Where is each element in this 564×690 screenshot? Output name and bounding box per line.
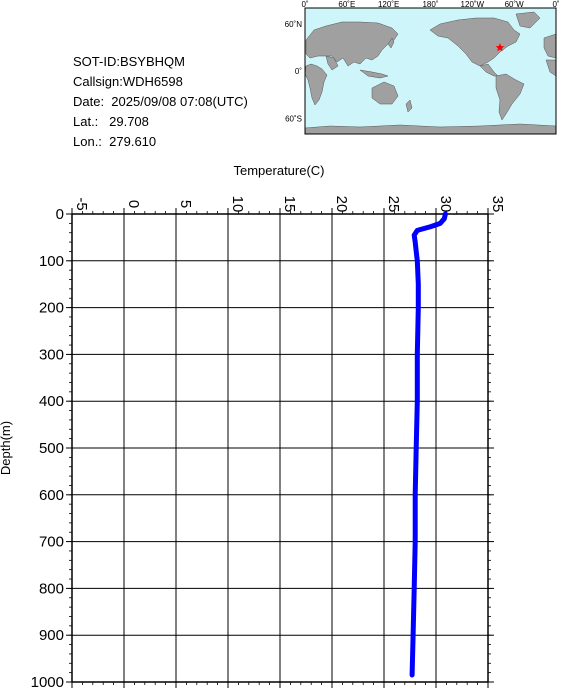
y-tick-label: 600 [39,487,64,504]
sot-id-text: SOT-ID:BSYBHQM [73,54,185,69]
y-tick-label: 1000 [31,674,64,690]
y-tick-label: 900 [39,627,64,644]
x-tick-labels: -5 0 5 10 15 20 25 30 35 [73,196,506,213]
land-australia [371,81,399,105]
map-longitude-label: 180˚ [422,0,438,9]
temperature-profile-line [409,211,448,678]
y-tick-labels: 0 100 200 300 400 500 600 700 800 900 1000 [31,206,64,690]
x-tick-label: -5 [73,197,90,210]
y-tick-label: 200 [39,300,64,317]
y-tick-label: 800 [39,580,64,597]
map-latitude-label: 0˚ [295,67,302,76]
map-longitude-labels: 0˚ 60˚E 120˚E 180˚ 120˚W 60˚W 0˚ [301,0,559,9]
land-south-america [495,73,525,121]
plot-frame [71,213,489,683]
map-latitude-labels: 60˚N 0˚ 60˚S [285,20,303,124]
map-border [304,7,557,135]
y-tick-label: 400 [39,393,64,410]
float-location-marker [495,43,505,52]
land-new-zealand [405,99,413,113]
x-tick-label: 5 [177,200,194,208]
land-europe-west [543,33,557,59]
longitude-text: Lon.: 279.610 [73,134,157,149]
location-star-icon [495,43,505,52]
land-africa [304,63,328,106]
map-longitude-label: 0˚ [301,0,308,9]
x-tick-label: 10 [229,196,246,213]
land-arabia [325,55,339,71]
map-longitude-label: 60˚E [338,0,355,9]
map-longitude-label: 120˚W [461,0,485,9]
x-tick-label: 0 [125,200,142,208]
y-tick-label: 100 [39,253,64,270]
land-japan [387,37,395,49]
date-text: Date: 2025/09/08 07:08(UTC) [73,94,248,109]
map-latitude-label: 60˚N [285,20,303,29]
world-map: 0˚ 60˚E 120˚E 180˚ 120˚W 60˚W 0˚ 60˚N 0˚ 60˚S [285,0,560,135]
chart-grid [72,214,488,682]
y-tick-label: 300 [39,346,64,363]
land-north-america [429,17,521,67]
y-axis-title: Depth(m) [0,421,13,475]
y-tick-label: 500 [39,440,64,457]
x-tick-label: 25 [385,196,402,213]
x-tick-label: 15 [281,196,298,213]
map-longitude-label: 120˚E [378,0,399,9]
map-latitude-label: 60˚S [285,114,302,123]
callsign-text: Callsign:WDH6598 [73,74,183,89]
x-tick-label: 35 [489,196,506,213]
land-greenland [515,11,541,29]
latitude-text: Lat.: 29.708 [73,114,149,129]
x-tick-label: 30 [437,196,454,213]
y-tick-label: 0 [56,206,64,223]
y-tick-label: 700 [39,534,64,551]
map-longitude-label: 0˚ [552,0,559,9]
temperature-depth-chart: -5 0 5 10 15 20 25 30 35 0 100 200 300 400 500 600 700 8… [0,163,506,690]
float-info-panel: SOT-ID:BSYBHQM Callsign:WDH6598 Date: 20… [73,52,248,152]
land-indonesia [359,69,389,79]
map-longitude-label: 60˚W [505,0,525,9]
x-axis-title: Temperature(C) [233,163,324,178]
x-tick-label: 20 [333,196,350,213]
chart-major-ticks [66,208,494,688]
map-land [304,11,557,135]
